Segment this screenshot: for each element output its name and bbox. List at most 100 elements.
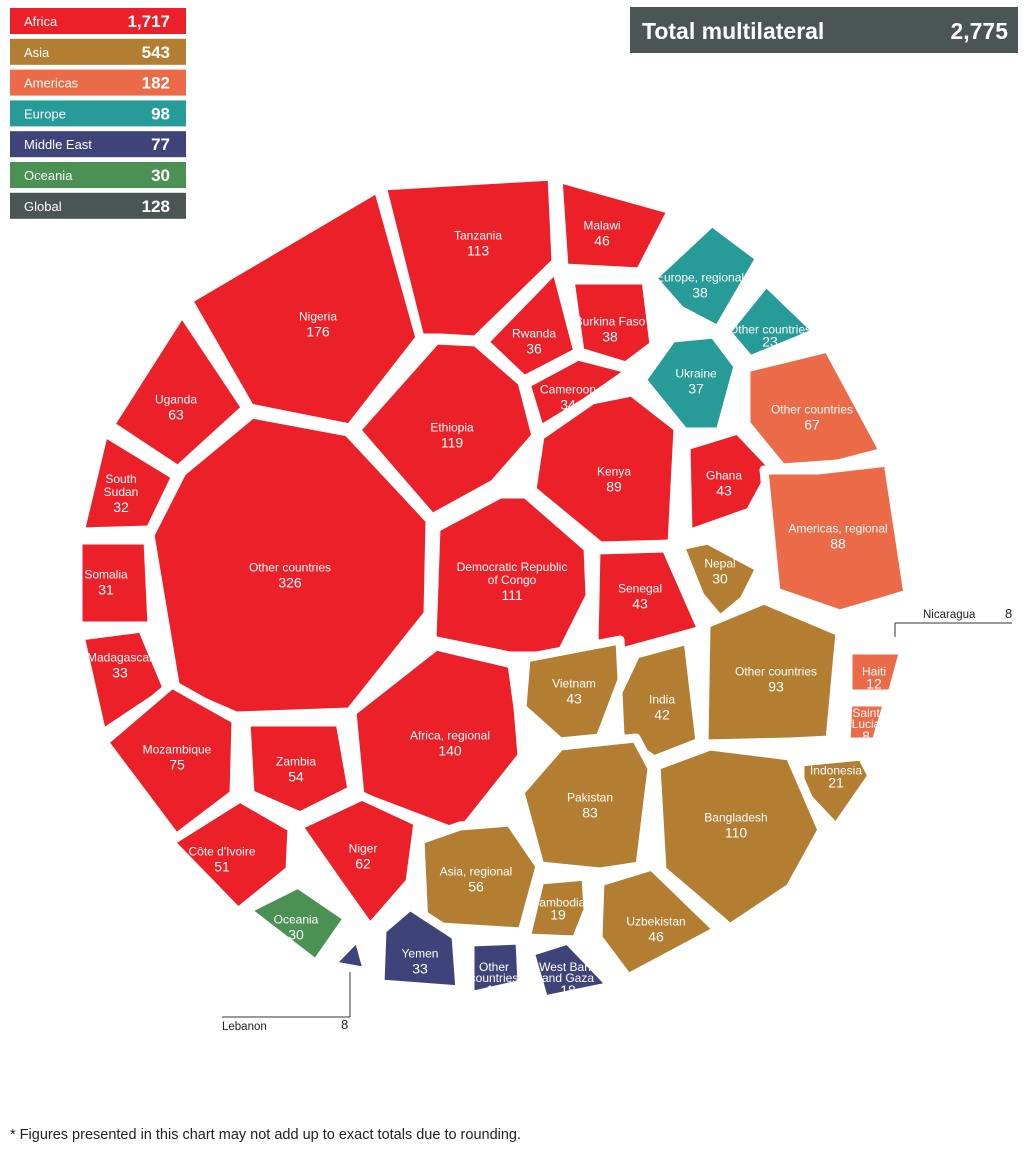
legend: Africa 1,717 Asia 543 Americas 182 Europe 98 Mid… xyxy=(10,8,186,219)
cell-label-africa-tanzania: Tanzania xyxy=(454,229,502,243)
cell-label-americas-haiti: Haiti xyxy=(862,665,886,679)
legend-label: Middle East xyxy=(24,137,92,152)
legend-label: Global xyxy=(24,199,62,214)
legend-item-middle-east: Middle East 77 xyxy=(10,131,186,158)
nicaragua-value: 8 xyxy=(1005,606,1012,621)
cell-asia-uzbekistan xyxy=(593,861,723,983)
cell-value-asia-cambodia: 19 xyxy=(550,907,566,923)
legend-label: Oceania xyxy=(24,168,73,183)
cell-label-africa-kenya: Kenya xyxy=(597,465,631,479)
cell-middle-east-lebanon xyxy=(325,931,373,977)
cell-middle-east-yemen xyxy=(375,901,465,995)
total-value: 2,775 xyxy=(950,18,1008,44)
cell-label-middle-east-west-bank-and-gaza: and Gaza xyxy=(542,971,594,985)
cell-value-asia-nepal: 30 xyxy=(712,571,728,587)
cell-label-asia-vietnam: Vietnam xyxy=(552,677,596,691)
legend-swatch xyxy=(10,131,186,158)
total-box: Total multilateral 2,775 xyxy=(630,7,1018,53)
cell-middle-east-west-bank-and-gaza xyxy=(525,935,617,1005)
cell-label-africa-rwanda: Rwanda xyxy=(512,327,556,341)
cell-value-asia-bangladesh: 110 xyxy=(725,825,748,841)
cell-africa-democratic-republic-of-congo xyxy=(427,489,595,661)
cell-value-middle-east-other-countries: 18 xyxy=(486,982,502,998)
cell-africa-niger xyxy=(293,791,423,933)
legend-value: 543 xyxy=(142,43,170,62)
legend-item-oceania: Oceania 30 xyxy=(10,162,186,188)
cell-value-africa-senegal: 43 xyxy=(632,596,648,612)
legend-item-europe: Europe 98 xyxy=(10,100,186,127)
cell-americas-saint-lucia xyxy=(841,697,893,747)
cell-asia-bangladesh xyxy=(651,741,827,933)
cell-label-europe-other-countries: Other countries xyxy=(729,323,811,337)
cell-label-middle-east-west-bank-and-gaza: West Bank xyxy=(539,960,598,974)
cell-value-asia-uzbekistan: 46 xyxy=(648,929,664,945)
cell-value-americas-saint-lucia: 8 xyxy=(862,728,870,744)
cell-value-asia-india: 42 xyxy=(654,707,670,723)
outside-labels: Nicaragua 8 Lebanon 8 xyxy=(222,606,1012,1033)
cell-europe-ukraine xyxy=(637,329,743,437)
legend-value: 182 xyxy=(142,74,170,93)
cell-labels: Nigeria176Tanzania113Malawi46Uganda63Rwa… xyxy=(84,219,887,999)
cell-value-africa-malawi: 46 xyxy=(594,233,610,249)
footnote: * Figures presented in this chart may no… xyxy=(10,1127,521,1143)
legend-swatch xyxy=(10,8,186,34)
cell-label-africa-burkina-faso: Burkina Faso xyxy=(575,315,646,329)
legend-item-africa: Africa 1,717 xyxy=(10,8,186,34)
legend-label: Asia xyxy=(24,45,50,60)
cell-africa-burkina-faso xyxy=(565,275,659,371)
cell-label-asia-india: India xyxy=(649,693,675,707)
cell-value-middle-east-west-bank-and-gaza: 18 xyxy=(560,982,576,998)
cell-value-africa-somalia: 31 xyxy=(98,582,114,598)
cell-africa-cameroon xyxy=(521,351,637,435)
cell-label-africa-democratic-republic-of-congo: of Congo xyxy=(488,573,537,587)
lebanon-value: 8 xyxy=(341,1017,348,1032)
cell-value-africa-tanzania: 113 xyxy=(467,243,490,259)
cell-value-asia-asia-regional: 56 xyxy=(468,879,484,895)
legend-value: 77 xyxy=(151,135,170,154)
cell-value-africa-south-sudan: 32 xyxy=(113,499,129,515)
cell-value-africa-c-te-d-ivoire: 51 xyxy=(214,859,230,875)
legend-label: Europe xyxy=(24,106,66,121)
cell-value-africa-rwanda: 36 xyxy=(526,341,542,357)
cell-value-asia-vietnam: 43 xyxy=(566,691,582,707)
cell-value-africa-burkina-faso: 38 xyxy=(602,329,618,345)
cell-value-africa-ethiopia: 119 xyxy=(441,435,464,451)
cell-label-africa-malawi: Malawi xyxy=(583,219,620,233)
cell-label-africa-ghana: Ghana xyxy=(706,469,742,483)
cell-label-asia-uzbekistan: Uzbekistan xyxy=(626,915,685,929)
cell-africa-c-te-d-ivoire xyxy=(165,793,297,917)
legend-value: 30 xyxy=(151,166,170,185)
cell-africa-senegal xyxy=(589,543,707,657)
cell-label-africa-somalia: Somalia xyxy=(84,568,128,582)
cell-asia-nepal xyxy=(675,535,765,625)
cell-label-africa-south-sudan: South xyxy=(105,472,136,486)
cell-label-africa-cameroon: Cameroon xyxy=(540,383,596,397)
cell-label-europe-ukraine: Ukraine xyxy=(675,367,717,381)
cell-label-africa-madagascar: Madagascar xyxy=(87,651,153,665)
cell-value-africa-kenya: 89 xyxy=(606,479,622,495)
cell-africa-ethiopia xyxy=(351,335,541,523)
legend-swatch xyxy=(10,162,186,188)
legend-item-asia: Asia 543 xyxy=(10,38,186,65)
total-box-bg xyxy=(630,7,1018,53)
cell-label-africa-other-countries: Other countries xyxy=(249,561,331,575)
lebanon-label: Lebanon xyxy=(222,1021,267,1033)
cell-label-americas-other-countries: Other countries xyxy=(771,403,853,417)
cell-label-asia-indonesia: Indonesia xyxy=(810,764,862,778)
cell-value-asia-pakistan: 83 xyxy=(582,805,598,821)
cell-label-middle-east-other-countries: Other xyxy=(479,960,509,974)
total-label: Total multilateral xyxy=(642,18,824,44)
cell-value-africa-africa-regional: 140 xyxy=(438,743,462,759)
cell-label-africa-south-sudan: Sudan xyxy=(104,485,139,499)
cell-middle-east-other-countries xyxy=(465,935,527,1001)
legend-item-americas: Americas 182 xyxy=(10,69,186,96)
cell-label-americas-saint-lucia: Saint xyxy=(852,706,880,720)
cell-africa-mozambique xyxy=(99,679,241,843)
cell-africa-nigeria xyxy=(183,183,425,433)
cell-asia-cambodia xyxy=(521,871,593,945)
legend-swatch xyxy=(10,100,186,127)
cell-value-oceania-oceania: 30 xyxy=(288,927,304,943)
cell-africa-malawi xyxy=(553,173,677,277)
cell-value-africa-democratic-republic-of-congo: 111 xyxy=(501,587,522,603)
